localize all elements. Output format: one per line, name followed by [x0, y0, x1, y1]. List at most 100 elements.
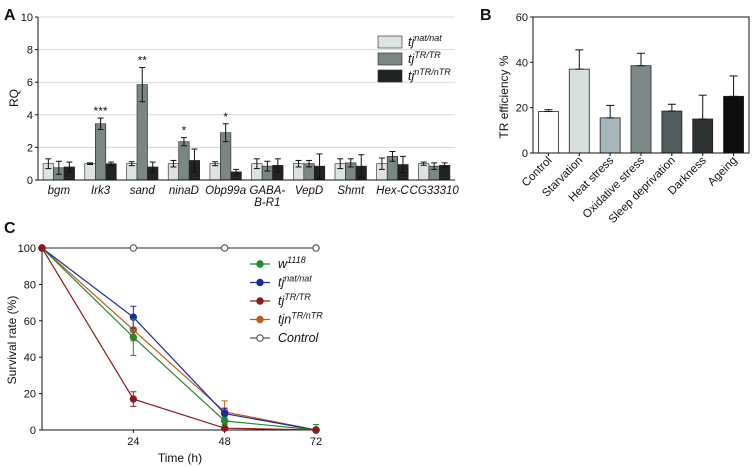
b-ytick-label: 60: [516, 12, 528, 24]
a-errorbar-GABA-B-R1-nat: [253, 158, 260, 170]
c-ytick-label: 20: [24, 389, 36, 401]
a-category-label: Shmt: [337, 185, 365, 197]
c-line-line_ntr: [41, 247, 317, 431]
c-legend-label-line_control: Control: [278, 331, 320, 345]
c-point-line_control: [129, 244, 138, 252]
a-errorbar-sand-ntr: [149, 161, 156, 173]
c-point-line_tr: [38, 244, 46, 252]
c-ytick-label: 60: [24, 316, 36, 328]
a-errorbar-Irk3-tr: [97, 117, 104, 130]
c-point-line_nat: [220, 409, 229, 418]
c-line-line_tr: [41, 247, 317, 431]
c-legend-marker-line_nat: [256, 278, 264, 287]
a-errorbar-Hex-C-tr: [389, 150, 396, 162]
panel-c-label: C: [4, 220, 16, 237]
c-xtick-label: 48: [219, 436, 231, 448]
c-point-line_w1118: [129, 333, 138, 341]
b-errorbar: [606, 104, 615, 119]
c-series-line_tr: [38, 244, 320, 434]
a-category-label: sand: [130, 185, 156, 197]
b-errorbar: [637, 52, 645, 67]
a-errorbar-Irk3-nat: [87, 162, 94, 166]
a-errorbar-VepD-tr: [306, 159, 313, 168]
a-errorbar-Obp99a-tr: [222, 123, 229, 143]
b-bar-ageing: [723, 95, 744, 154]
c-point-line_tr: [220, 424, 229, 432]
c-ytick-label: 40: [24, 352, 36, 364]
panel-a-label: A: [4, 7, 16, 24]
a-legend-swatch-ntr: [377, 69, 403, 83]
c-point-line_tr: [129, 395, 138, 403]
panel-c-ylabel: Survival rate (%): [5, 296, 19, 385]
a-ytick-label: 10: [21, 12, 33, 24]
c-legend-label-line_tr: tjTR/TR: [278, 292, 311, 308]
a-category-label: GABA-: [249, 185, 285, 197]
a-errorbar-CG33310-nat: [420, 161, 427, 166]
a-errorbar-Shmt-nat: [337, 158, 344, 170]
c-point-line_control: [220, 244, 229, 252]
a-errorbar-sand-tr: [139, 67, 146, 103]
a-errorbar-bgm-tr: [55, 160, 62, 175]
a-errorbar-CG33310-tr: [431, 162, 438, 170]
c-ytick-label: 0: [30, 425, 36, 437]
c-line-line_nat: [41, 247, 317, 431]
c-point-line_tr: [312, 426, 320, 434]
a-ytick-label: 0: [27, 175, 33, 187]
a-significance-marker: *: [223, 110, 228, 124]
b-category-label: Ageing: [706, 155, 740, 189]
a-category-label: CG33310: [410, 185, 460, 197]
b-ytick-label: 20: [516, 103, 528, 115]
a-errorbar-ninaD-tr: [180, 137, 187, 147]
a-errorbar-GABA-B-R1-ntr: [274, 158, 281, 173]
b-bar-sleep-deprivation: [661, 110, 683, 154]
a-category-label: VepD: [295, 185, 323, 197]
a-category-label: B-R1: [254, 197, 280, 209]
panel-c-legend: w1118 tjnat/nat tjTR/TR tjnTR/nTR Control: [250, 255, 323, 345]
a-errorbar-sand-nat: [128, 161, 135, 167]
c-series-line_control: [38, 244, 320, 252]
a-legend-label-ntr: tjnTR/nTR: [408, 67, 451, 83]
c-point-line_w1118: [220, 417, 229, 425]
a-errorbar-VepD-ntr: [316, 153, 323, 179]
a-bar-Irk3-tr: [95, 123, 107, 181]
a-category-label: bgm: [48, 185, 71, 197]
panel-c-chart: 0 20 40 60 80 100 24 48 72 Survival rate (%) Tim…: [5, 243, 323, 465]
a-errorbar-Shmt-tr: [347, 158, 354, 168]
c-ytick-label: 80: [24, 279, 36, 291]
a-legend-swatch-nat: [377, 35, 403, 49]
c-line-line_w1118: [41, 247, 317, 431]
c-xtick-label: 24: [127, 436, 139, 448]
c-legend-marker-line_ntr: [256, 315, 264, 324]
a-errorbar-Obp99a-nat: [212, 161, 219, 167]
b-errorbar: [698, 94, 707, 120]
c-legend-label-line_ntr: tjnTR/nTR: [278, 311, 323, 327]
a-significance-marker: *: [182, 124, 187, 138]
a-category-label: ninaD: [169, 185, 199, 197]
a-bar-Irk3-nat: [84, 163, 96, 181]
c-legend-marker-line_control: [256, 334, 264, 342]
a-ytick-label: 4: [27, 110, 33, 122]
panel-c-xlabel: Time (h): [158, 451, 202, 465]
panel-b-ylabel: TR efficiency %: [497, 55, 511, 138]
a-legend-swatch-tr: [377, 52, 403, 66]
a-significance-marker: **: [138, 54, 148, 68]
panel-b-label: B: [480, 7, 492, 24]
a-significance-marker: ***: [94, 104, 108, 118]
a-errorbar-Obp99a-ntr: [233, 168, 240, 175]
a-bar-Irk3-ntr: [105, 163, 117, 181]
a-category-label: Hex-C: [376, 185, 409, 197]
a-errorbar-Hex-C-nat: [378, 157, 385, 170]
b-errorbar: [575, 49, 584, 70]
c-legend-label-line_w1118: w1118: [278, 255, 306, 271]
a-errorbar-VepD-nat: [295, 159, 302, 168]
a-errorbar-GABA-B-R1-tr: [264, 160, 271, 172]
b-ytick-label: 0: [522, 148, 528, 160]
a-ytick-label: 2: [27, 142, 33, 154]
c-legend-marker-line_w1118: [256, 260, 264, 268]
a-errorbar-bgm-nat: [45, 158, 52, 170]
c-point-line_control: [312, 244, 320, 252]
